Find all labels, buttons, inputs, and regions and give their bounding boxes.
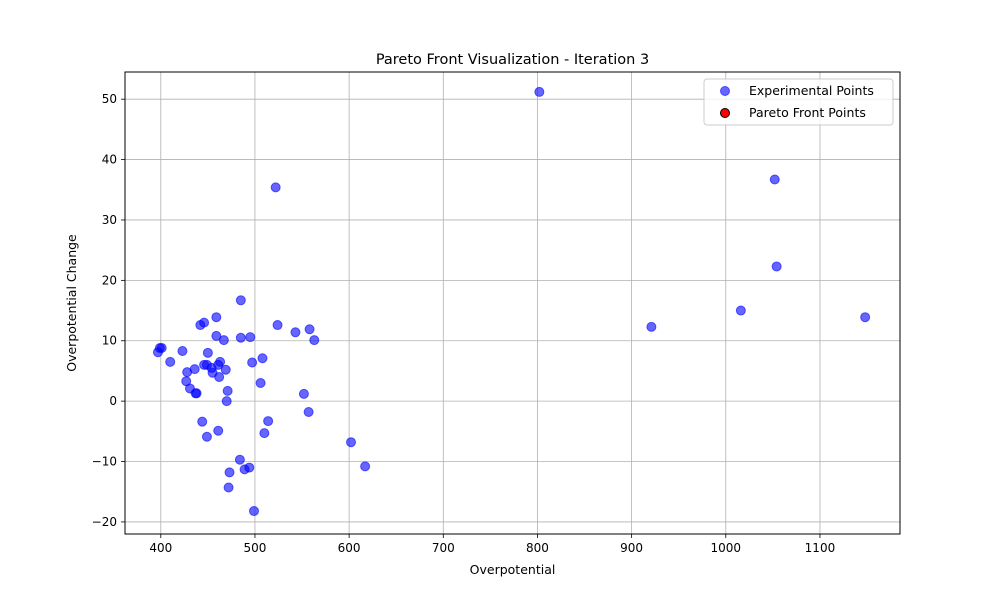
- experimental-point: [235, 332, 246, 343]
- y-tick-label: 0: [109, 394, 117, 408]
- experimental-point: [304, 324, 315, 335]
- experimental-point: [221, 396, 232, 407]
- legend-label-experimental: Experimental Points: [749, 83, 874, 98]
- legend-marker-pareto: [720, 108, 730, 118]
- experimental-point: [245, 332, 256, 343]
- experimental-point: [646, 321, 657, 332]
- legend-marker-experimental: [720, 86, 730, 96]
- experimental-point: [255, 378, 266, 389]
- experimental-point: [257, 353, 268, 364]
- experimental-point: [298, 388, 309, 399]
- x-tick-label: 900: [620, 541, 643, 555]
- x-axis-label: Overpotential: [470, 562, 556, 577]
- grid-lines: [125, 72, 900, 534]
- experimental-point: [771, 261, 782, 272]
- experimental-point: [735, 305, 746, 316]
- y-tick-label: 30: [102, 213, 117, 227]
- y-tick-label: 40: [102, 153, 117, 167]
- experimental-point: [224, 467, 235, 478]
- experimental-point: [189, 364, 200, 375]
- experimental-point: [213, 425, 224, 436]
- experimental-point: [222, 385, 233, 396]
- experimental-point: [235, 295, 246, 306]
- y-tick-label: 50: [102, 92, 117, 106]
- experimental-point: [303, 407, 314, 418]
- experimental-point: [220, 364, 231, 375]
- experimental-point: [234, 454, 245, 465]
- experimental-point: [346, 437, 357, 448]
- experimental-point: [199, 317, 210, 328]
- experimental-point: [534, 86, 545, 97]
- experimental-point: [201, 431, 212, 442]
- plot-frame: [124, 71, 901, 535]
- x-tick-label: 600: [338, 541, 361, 555]
- x-tick-label: 1100: [805, 541, 836, 555]
- axis-ticks: 400 500 600 700 800 900 1000 1100 −20 −10 0 10 20 30 4…: [92, 92, 836, 555]
- experimental-point: [202, 347, 213, 358]
- experimental-point: [259, 428, 270, 439]
- experimental-point: [769, 174, 780, 185]
- experimental-point: [309, 335, 320, 346]
- experimental-point: [244, 462, 255, 473]
- legend-label-pareto: Pareto Front Points: [749, 105, 866, 120]
- x-tick-label: 800: [526, 541, 549, 555]
- y-tick-label: −20: [92, 515, 117, 529]
- x-tick-label: 700: [432, 541, 455, 555]
- experimental-point: [214, 371, 225, 382]
- x-tick-label: 500: [243, 541, 266, 555]
- y-axis-label: Overpotential Change: [64, 234, 79, 372]
- x-tick-label: 400: [149, 541, 172, 555]
- experimental-point: [249, 506, 260, 517]
- experimental-point: [247, 357, 258, 368]
- experimental-point: [270, 182, 281, 193]
- experimental-point: [211, 312, 222, 323]
- experimental-point: [860, 312, 871, 323]
- experimental-point: [165, 356, 176, 367]
- experimental-point: [290, 327, 301, 338]
- y-tick-label: −10: [92, 455, 117, 469]
- legend-box: [703, 78, 894, 126]
- experimental-point: [211, 330, 222, 341]
- experimental-point: [218, 335, 229, 346]
- experimental-point: [191, 388, 202, 399]
- x-tick-label: 1000: [711, 541, 742, 555]
- chart-title: Pareto Front Visualization - Iteration 3: [376, 52, 649, 68]
- y-tick-label: 10: [102, 334, 117, 348]
- experimental-point: [156, 342, 167, 353]
- experimental-point: [197, 416, 208, 427]
- experimental-point: [223, 482, 234, 493]
- experimental-point: [177, 346, 188, 357]
- experimental-point: [360, 461, 371, 472]
- experimental-point: [215, 356, 226, 367]
- y-tick-label: 20: [102, 273, 117, 287]
- legend: Experimental Points Pareto Front Points: [703, 78, 894, 126]
- data-points: [152, 86, 871, 517]
- experimental-point: [272, 320, 283, 331]
- experimental-point: [263, 416, 274, 427]
